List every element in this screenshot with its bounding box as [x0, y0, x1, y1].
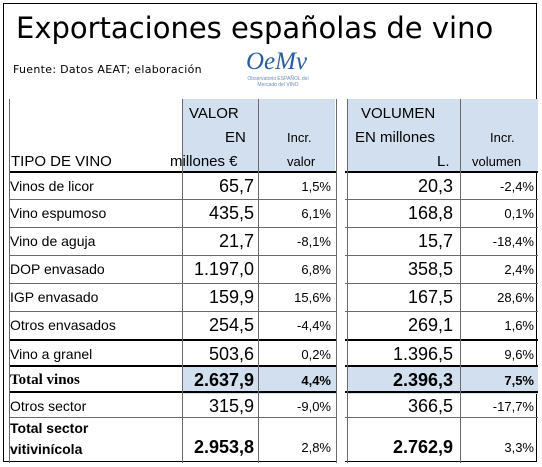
incr-volumen-cell: 28,6%	[497, 290, 534, 305]
valor-cell: 503,6	[208, 344, 254, 364]
header-tipo: TIPO DE VINO	[11, 153, 112, 170]
volumen-cell: 15,7	[417, 231, 453, 251]
header-incr-valor-2: valor	[287, 154, 316, 169]
column-divider-incr-valor	[336, 99, 337, 463]
valor-cell: 2.637,9	[193, 370, 254, 390]
tipo-cell: Otros envasados	[10, 317, 116, 333]
incr-volumen-cell: 7,5%	[504, 373, 534, 388]
column-divider-gap	[347, 99, 348, 463]
table-row: Vino espumoso 435,5 6,1% 168,8 0,1%	[9, 199, 538, 227]
oemv-logo: OeMv Observatorio ESPAÑOL del Mercado de…	[242, 48, 309, 98]
incr-valor-cell: 1,5%	[301, 179, 331, 194]
table-row: DOP envasado 1.197,0 6,8% 358,5 2,4%	[9, 255, 538, 283]
incr-valor-cell: 6,1%	[301, 206, 331, 221]
tipo-cell-line2: vitivinícola	[10, 441, 83, 457]
volumen-cell: 167,5	[407, 287, 453, 307]
valor-cell: 21,7	[218, 231, 254, 251]
page-title: Exportaciones españolas de vino	[16, 11, 494, 45]
incr-volumen-cell: 1,6%	[504, 318, 534, 333]
table-border-left	[9, 99, 10, 463]
header-volumen-3: L.	[437, 153, 450, 170]
incr-volumen-cell: 0,1%	[504, 206, 534, 221]
volumen-cell: 1.396,5	[392, 344, 453, 364]
volumen-cell: 2.762,9	[392, 437, 453, 457]
valor-cell: 435,5	[208, 203, 254, 223]
valor-cell: 159,9	[208, 287, 254, 307]
header-shade-volumen	[348, 99, 538, 171]
tipo-cell-line1: Total sector	[10, 420, 89, 436]
incr-valor-cell: -4,4%	[297, 318, 331, 333]
column-divider-valor	[258, 99, 259, 463]
incr-valor-cell: 4,4%	[301, 373, 331, 388]
header-incr-volumen-1: Incr.	[490, 130, 515, 145]
volumen-cell: 2.396,3	[392, 370, 453, 390]
header-volumen-1: VOLUMEN	[361, 105, 436, 122]
incr-valor-cell: 6,8%	[301, 262, 331, 277]
incr-volumen-cell: 2,4%	[504, 262, 534, 277]
header-valor-1: VALOR	[189, 105, 239, 122]
source-note: Fuente: Datos AEAT; elaboración	[13, 63, 202, 76]
incr-volumen-cell: -17,7%	[492, 399, 534, 414]
header-incr-volumen-2: volumen	[472, 154, 522, 169]
valor-cell: 65,7	[218, 176, 254, 196]
table-row: Otros sector 315,9 -9,0% 366,5 -17,7%	[9, 391, 538, 420]
column-divider-tipo	[182, 99, 183, 463]
header-shade-valor	[183, 99, 335, 171]
table-row-grand-total: Total sector vitivinícola 2.953,8 2,8% 2…	[9, 417, 538, 462]
volumen-cell: 366,5	[407, 396, 453, 416]
header-valor-3: millones €	[170, 153, 238, 170]
volumen-cell: 20,3	[417, 176, 453, 196]
incr-valor-cell: -9,0%	[297, 399, 331, 414]
tipo-cell: Vino de aguja	[10, 233, 96, 249]
valor-cell: 254,5	[208, 315, 254, 335]
incr-valor-cell: -8,1%	[297, 234, 331, 249]
valor-cell: 2.953,8	[193, 437, 254, 457]
volumen-cell: 168,8	[407, 203, 453, 223]
valor-cell: 315,9	[208, 396, 254, 416]
incr-volumen-cell: 9,6%	[504, 347, 534, 362]
incr-valor-cell: 0,2%	[301, 347, 331, 362]
table-frame: Exportaciones españolas de vino Fuente: …	[3, 3, 538, 463]
total-shade-volumen	[348, 367, 538, 394]
column-divider-volumen	[460, 99, 461, 463]
valor-cell: 1.197,0	[193, 259, 254, 279]
table-row: Vino a granel 503,6 0,2% 1.396,5 9,6%	[9, 339, 538, 368]
table-row: Vinos de licor 65,7 1,5% 20,3 -2,4%	[9, 171, 538, 200]
tipo-cell: DOP envasado	[10, 261, 105, 277]
tipo-cell: Vino espumoso	[10, 205, 107, 221]
header-volumen-2: EN millones	[355, 129, 436, 146]
incr-valor-cell: 2,8%	[301, 440, 331, 455]
table-row: Vino de aguja 21,7 -8,1% 15,7 -18,4%	[9, 227, 538, 255]
column-gap	[337, 99, 345, 463]
volumen-cell: 358,5	[407, 259, 453, 279]
total-shade-valor	[183, 367, 336, 394]
header-valor-2: EN	[225, 129, 246, 146]
volumen-cell: 269,1	[407, 315, 453, 335]
table-row-total: Total vinos 2.637,9 4,4% 2.396,3 7,5%	[9, 365, 538, 394]
table-row: IGP envasado 159,9 15,6% 167,5 28,6%	[9, 283, 538, 311]
tipo-cell: Vinos de licor	[10, 178, 94, 194]
logo-subtitle: Observatorio ESPAÑOL del Mercado del VIN…	[247, 76, 309, 88]
incr-volumen-cell: -18,4%	[492, 234, 534, 249]
incr-valor-cell: 15,6%	[294, 290, 331, 305]
incr-volumen-cell: 3,3%	[504, 440, 534, 455]
table-row: Otros envasados 254,5 -4,4% 269,1 1,6%	[9, 311, 538, 339]
header-incr-valor-1: Incr.	[287, 130, 312, 145]
tipo-cell: IGP envasado	[10, 289, 99, 305]
tipo-cell: Total vinos	[10, 372, 80, 388]
logo-mark: OeMv	[246, 48, 308, 75]
tipo-cell: Vino a granel	[10, 346, 93, 362]
incr-volumen-cell: -2,4%	[500, 179, 534, 194]
tipo-cell: Otros sector	[10, 398, 87, 414]
